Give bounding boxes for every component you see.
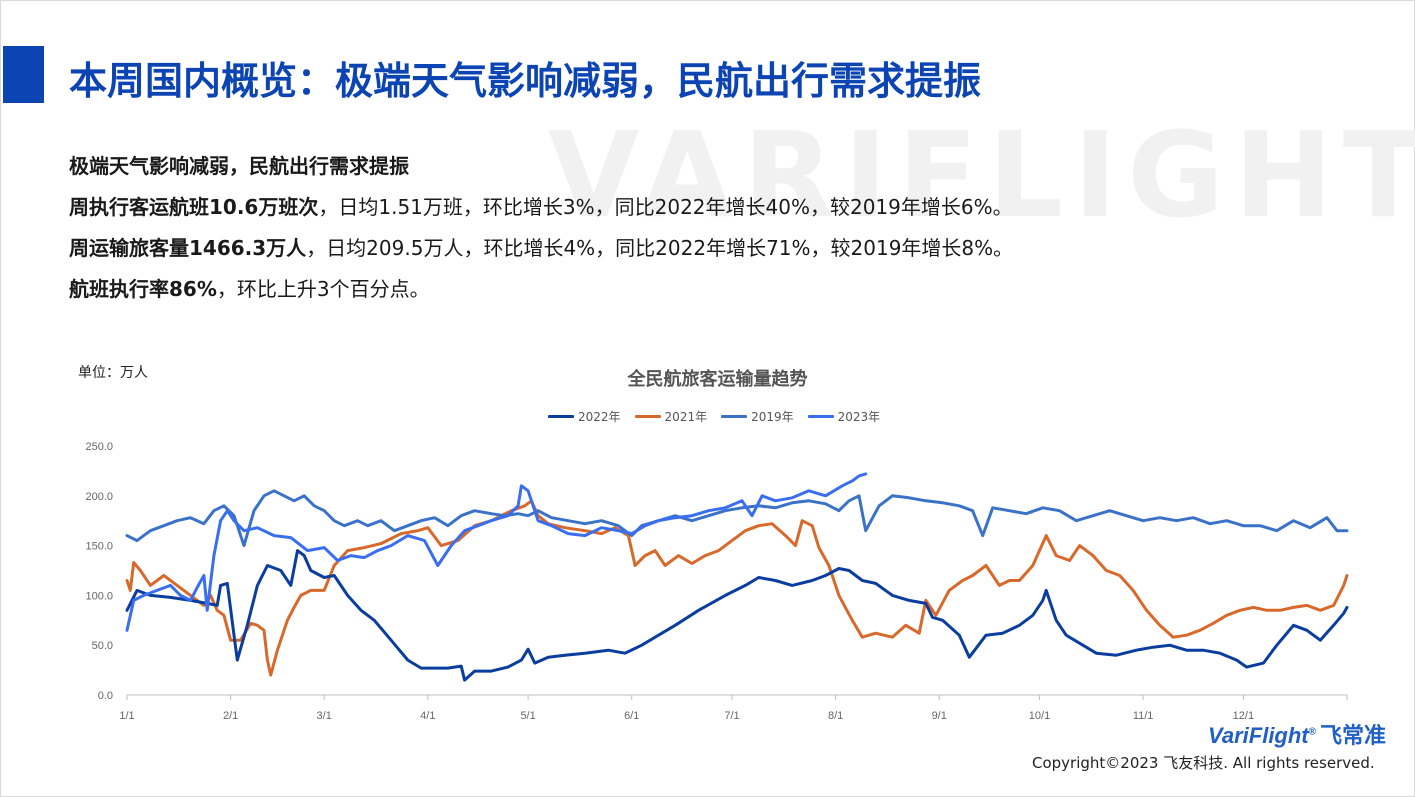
- legend-label-2023: 2023年: [837, 410, 881, 424]
- copyright-notice: Copyright©2023 飞友科技. All rights reserved…: [1032, 754, 1375, 772]
- legend-swatch-2023: [807, 415, 834, 418]
- legend-swatch-2019: [721, 415, 748, 418]
- summary-passengers: 周运输旅客量1466.3万人，日均209.5万人，环比增长4%，同比2022年增…: [69, 228, 1013, 269]
- x-tick-label: 10/1: [1029, 710, 1050, 722]
- summary-block: 极端天气影响减弱，民航出行需求提振 周执行客运航班10.6万班次，日均1.51万…: [69, 146, 1013, 310]
- chart-legend: 2022年 2021年 2019年 2023年: [548, 408, 880, 425]
- x-tick-label: 5/1: [520, 710, 535, 722]
- x-tick-label: 7/1: [724, 710, 739, 722]
- y-tick-label: 50.0: [92, 640, 113, 652]
- legend-label-2019: 2019年: [751, 410, 794, 424]
- x-tick-label: 2/1: [223, 710, 238, 722]
- legend-swatch-2021: [634, 415, 661, 418]
- y-tick-label: 100.0: [85, 590, 113, 602]
- summary-passengers-bold: 周运输旅客量1466.3万人: [69, 236, 307, 260]
- brand-watermark: VARIFLIGHT: [548, 106, 1415, 244]
- x-tick-label: 9/1: [932, 710, 947, 722]
- chart-unit-label: 单位：万人: [78, 365, 148, 381]
- series-line-2023: [125, 472, 868, 632]
- x-tick-label: 3/1: [317, 710, 332, 722]
- legend-item-2022[interactable]: 2022年: [548, 408, 621, 425]
- x-tick-label: 1/1: [119, 710, 134, 722]
- x-tick-label: 8/1: [828, 710, 843, 722]
- series-line-2019: [125, 489, 1349, 548]
- title-accent-bar: [3, 46, 44, 103]
- legend-item-2023[interactable]: 2023年: [807, 408, 881, 425]
- x-tick-label: 11/1: [1133, 710, 1154, 722]
- legend-label-2021: 2021年: [664, 410, 708, 424]
- y-tick-label: 150.0: [85, 541, 113, 553]
- x-tick-label: 4/1: [420, 710, 435, 722]
- brand-registered-mark: ®: [1308, 726, 1317, 738]
- series-line-2021: [125, 499, 1349, 677]
- summary-heading: 极端天气影响减弱，民航出行需求提振: [69, 154, 409, 178]
- summary-flights: 周执行客运航班10.6万班次，日均1.51万班，环比增长3%，同比2022年增长…: [69, 187, 1013, 228]
- legend-item-2019[interactable]: 2019年: [721, 408, 794, 425]
- x-tick-label: 6/1: [624, 710, 639, 722]
- summary-rate-rest: ，环比上升3个百分点。: [216, 277, 430, 301]
- summary-flights-bold: 周执行客运航班10.6万班次: [69, 195, 319, 219]
- brand-name-cn: 飞常准: [1320, 724, 1387, 749]
- summary-rate-bold: 航班执行率86%: [69, 277, 217, 301]
- summary-passengers-rest: ，日均209.5万人，环比增长4%，同比2022年增长71%，较2019年增长8…: [306, 236, 1014, 260]
- y-tick-label: 0.0: [98, 690, 113, 702]
- page-title: 本周国内概览：极端天气影响减弱，民航出行需求提振: [69, 59, 982, 103]
- brand-logo: VariFlight® 飞常准: [1208, 718, 1386, 750]
- summary-execution-rate: 航班执行率86%，环比上升3个百分点。: [69, 269, 1013, 310]
- summary-flights-rest: ，日均1.51万班，环比增长3%，同比2022年增长40%，较2019年增长6%…: [318, 195, 1013, 219]
- series-line-2022: [125, 549, 1349, 682]
- legend-swatch-2022: [548, 415, 574, 418]
- y-tick-label: 250.0: [85, 441, 113, 453]
- legend-label-2022: 2022年: [578, 410, 621, 424]
- brand-name-en: VariFlight: [1208, 723, 1309, 748]
- x-tick-label: 12/1: [1233, 710, 1254, 722]
- chart-title: 全民航旅客运输量趋势: [627, 369, 808, 390]
- legend-item-2021[interactable]: 2021年: [634, 408, 708, 425]
- y-tick-label: 200.0: [85, 491, 113, 503]
